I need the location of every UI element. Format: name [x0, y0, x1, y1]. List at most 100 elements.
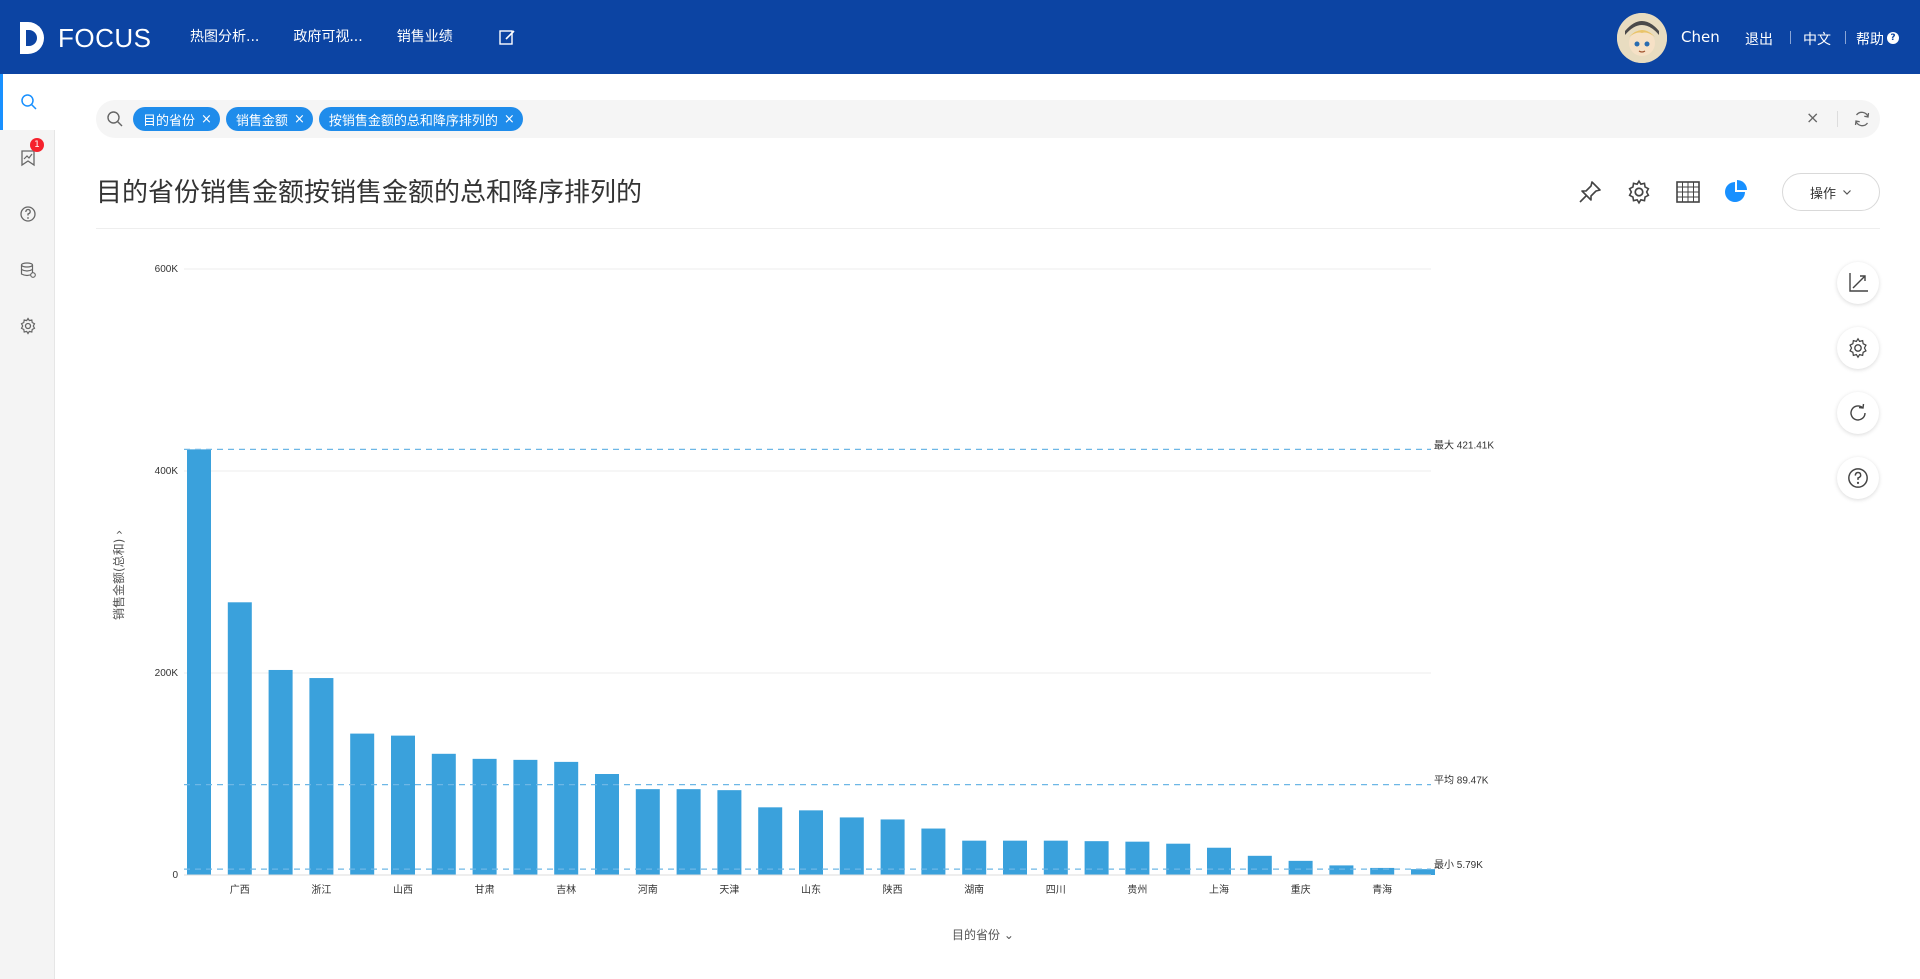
nav-item-sales[interactable]: 销售业绩 [396, 29, 453, 45]
y-tick-label: 0 [172, 870, 178, 881]
bar [1003, 840, 1027, 875]
chevron-down-icon: ⌄ [1003, 928, 1014, 942]
search-chip[interactable]: 目的省份 × [133, 107, 220, 131]
gear-icon [1628, 179, 1650, 205]
chip-label: 目的省份 [143, 113, 196, 129]
search-chip[interactable]: 销售金额 × [225, 107, 313, 131]
chevron-down-icon: › [112, 529, 126, 535]
bar [1247, 855, 1272, 875]
avatar-image [1617, 13, 1667, 63]
notification-badge: 1 [30, 138, 44, 152]
pin-button[interactable] [1576, 178, 1604, 206]
y-axis-title[interactable]: 销售金额(总和) › [110, 530, 127, 620]
x-tick-label: 天津 [719, 884, 739, 896]
x-tick-label: 山西 [393, 884, 413, 896]
pie-chart-icon [1725, 180, 1747, 202]
search-chips: 目的省份 × 销售金额 × 按销售金额的总和降序排列的 × [133, 107, 523, 131]
bar [1043, 840, 1068, 875]
username[interactable]: Chen [1681, 28, 1720, 46]
bar [1288, 860, 1313, 875]
x-tick-label: 陕西 [883, 883, 903, 896]
x-tick-label: 吉林 [556, 883, 576, 896]
x-tick-label: 重庆 [1291, 883, 1311, 896]
operations-dropdown[interactable]: 操作 [1782, 173, 1880, 211]
reference-line-label: 最大 421.41K [1434, 438, 1494, 451]
reload-button[interactable] [1837, 392, 1879, 434]
chip-close-icon[interactable]: × [293, 111, 305, 127]
logo-text: FOCUS [58, 22, 152, 53]
sidebar-item-data[interactable] [0, 242, 55, 298]
logo[interactable]: FOCUS [18, 18, 152, 58]
bar [758, 807, 783, 875]
chip-close-icon[interactable]: × [503, 111, 515, 127]
sidebar-item-settings[interactable] [0, 298, 55, 354]
sidebar-item-help[interactable] [0, 186, 55, 242]
chart-canvas: 0 200K 400K 600K 广西 浙江 山西 甘肃 吉林 河南 天津 山东 陕西 湖南 四川 贵州 上海 重… [155, 264, 1495, 896]
axis-button[interactable] [1837, 262, 1879, 304]
help-link[interactable]: 帮助 [1856, 32, 1884, 48]
refresh-icon [1850, 403, 1866, 421]
x-tick-label: 贵州 [1127, 883, 1147, 896]
x-tick-label: 四川 [1046, 885, 1066, 896]
bar [717, 790, 742, 875]
bar [921, 828, 946, 875]
bar [268, 669, 293, 875]
bar-chart: 0 200K 400K 600K 广西 浙江 山西 甘肃 吉林 河南 天津 山东 陕西 湖南 四川 贵州 上海 重… [96, 250, 1536, 950]
clear-search-icon[interactable]: × [1806, 108, 1820, 127]
chart-type-button[interactable] [1722, 178, 1750, 206]
bar [1329, 865, 1354, 875]
y-tick-label: 400K [155, 466, 179, 477]
chart-config-button[interactable] [1837, 327, 1879, 369]
chart-help-button[interactable] [1837, 457, 1879, 499]
bar [880, 819, 905, 875]
edit-icon[interactable] [498, 28, 516, 46]
x-tick-label: 湖南 [964, 883, 984, 896]
bar [309, 678, 334, 875]
logout-link[interactable]: 退出 [1745, 32, 1773, 48]
divider [1845, 31, 1846, 44]
help-icon [1848, 468, 1868, 488]
avatar[interactable] [1617, 13, 1667, 63]
x-tick-label: 河南 [638, 883, 658, 896]
bar [472, 758, 497, 875]
bar [513, 759, 538, 875]
bar [595, 774, 619, 875]
bar [431, 753, 456, 875]
language-link[interactable]: 中文 [1803, 32, 1831, 48]
search-icon [107, 111, 123, 127]
bar [227, 602, 252, 875]
bar [1207, 847, 1231, 875]
sidebar-item-search[interactable] [0, 74, 55, 130]
x-tick-label: 上海 [1209, 883, 1229, 896]
operations-label: 操作 [1809, 186, 1836, 202]
x-axis-label: 目的省份 [952, 928, 1001, 942]
y-tick-label: 600K [155, 264, 179, 275]
table-view-button[interactable] [1674, 178, 1702, 206]
help-circle-icon[interactable]: ? [1887, 32, 1899, 44]
refresh-icon[interactable] [1852, 109, 1872, 129]
nav-item-heatmap[interactable]: 热图分析... [190, 29, 260, 45]
nav-item-government[interactable]: 政府可视... [293, 29, 363, 45]
x-axis-title[interactable]: 目的省份 ⌄ [952, 926, 1014, 943]
reference-line-label: 最小 5.79K [1434, 859, 1483, 871]
y-axis-label: 销售金额(总和) [112, 538, 126, 620]
bookmark-icon [20, 150, 35, 167]
search-bar[interactable]: 目的省份 × 销售金额 × 按销售金额的总和降序排列的 × × [96, 100, 1880, 138]
axis-icon [1849, 273, 1868, 292]
chip-close-icon[interactable]: × [201, 111, 212, 127]
bar [1166, 843, 1191, 875]
chip-label: 按销售金额的总和降序排列的 [328, 113, 498, 129]
y-tick-label: 200K [155, 668, 179, 679]
bar [391, 735, 415, 875]
x-tick-label: 浙江 [311, 884, 331, 896]
help-icon [19, 206, 36, 222]
x-tick-label: 山东 [801, 883, 821, 896]
chart-settings-button[interactable] [1625, 178, 1653, 206]
bar [1125, 841, 1150, 875]
sidebar-item-bookmarks[interactable]: 1 [0, 130, 55, 186]
page-title: 目的省份销售金额按销售金额的总和降序排列的 [96, 178, 643, 208]
bar [1370, 867, 1395, 875]
bar [187, 449, 211, 875]
search-chip[interactable]: 按销售金额的总和降序排列的 × [318, 107, 523, 131]
bar [635, 789, 660, 875]
